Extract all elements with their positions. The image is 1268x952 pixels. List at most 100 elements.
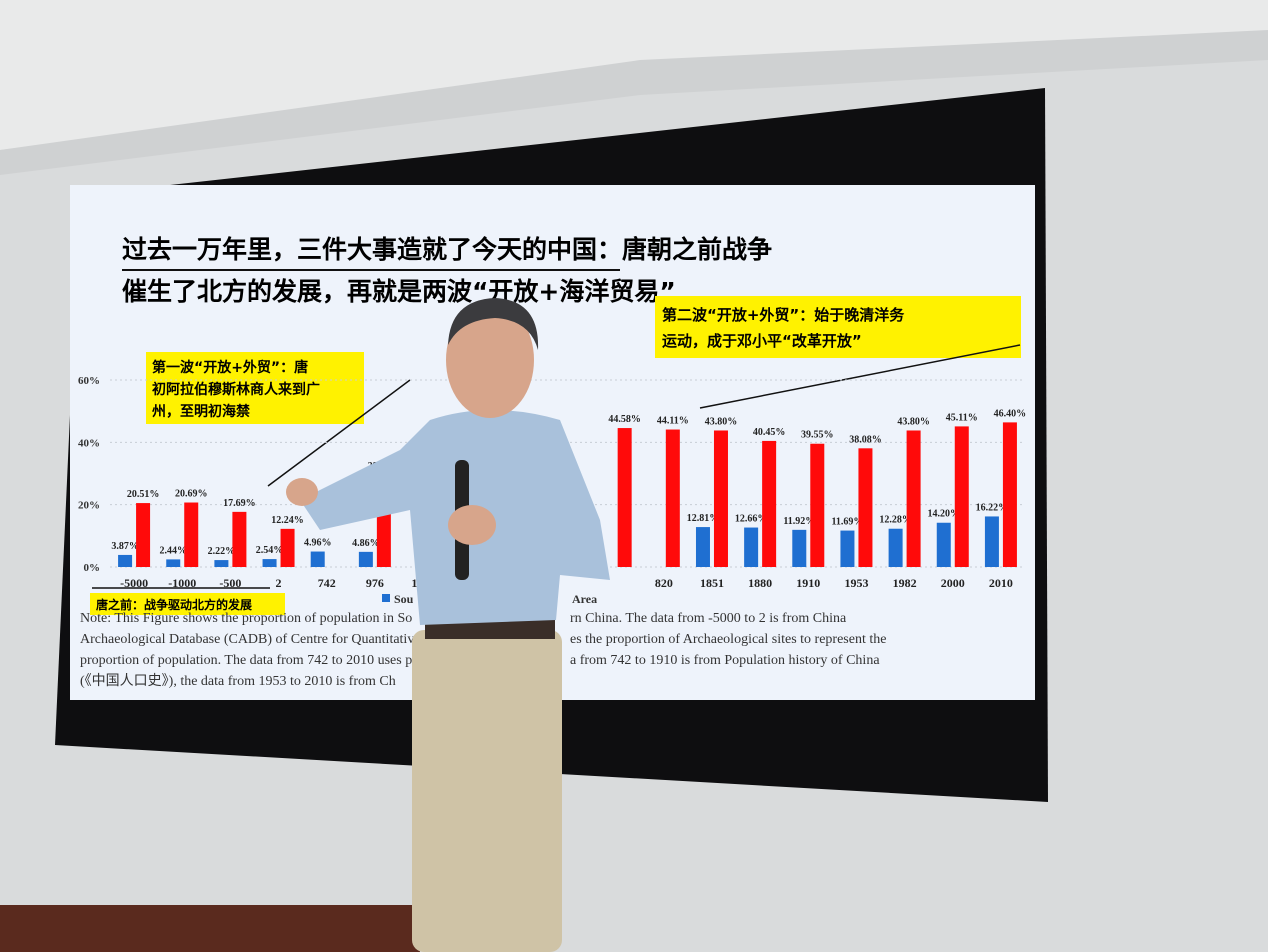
value-label: 17.69%	[223, 498, 256, 509]
note-text: (《中国人口史》), the data from 1953 to 2010 is…	[80, 673, 396, 689]
ceiling	[0, 0, 1268, 150]
x-tick-label: 976	[366, 576, 384, 590]
callout-text: 第二波“开放+外贸”：始于晚清洋务	[662, 306, 905, 324]
callout-text: 州，至明初海禁	[151, 403, 250, 420]
arrow	[699, 344, 1021, 409]
bar	[858, 448, 873, 567]
bar	[184, 502, 199, 567]
value-label: 4.86%	[352, 538, 380, 549]
x-tick-label: 1910	[796, 576, 820, 590]
bar	[840, 530, 855, 567]
value-label: 44.11%	[657, 416, 689, 427]
value-label: 12.28%	[879, 515, 912, 526]
bar	[954, 426, 969, 567]
callout-text: 唐之前：战争驱动北方的发展	[96, 597, 252, 612]
x-tick-label: 2010	[989, 576, 1013, 590]
value-label: 12.81%	[687, 513, 720, 524]
bar	[936, 522, 951, 567]
note-text: Note: This Figure shows the proportion o…	[80, 611, 412, 626]
legend-label: Area	[572, 592, 597, 606]
bar	[906, 430, 921, 567]
bar	[984, 516, 999, 567]
x-tick-label: -5000	[120, 576, 148, 590]
callout-text: 第一波“开放+外贸”：唐	[152, 359, 308, 376]
x-tick-label: 742	[318, 576, 336, 590]
value-label: 2.44%	[159, 545, 187, 556]
presenter	[286, 298, 610, 952]
bar	[280, 528, 295, 567]
value-label: 2.22%	[208, 546, 236, 557]
ceiling-edge	[0, 30, 1268, 175]
value-label: 39.55%	[801, 430, 834, 441]
slide-title: 过去一万年里，三件大事造就了今天的中国：唐朝之前战争	[122, 235, 772, 264]
bar	[713, 430, 728, 567]
bar	[792, 529, 807, 567]
value-label: 20.51%	[127, 489, 160, 500]
value-label: 43.80%	[897, 416, 930, 427]
value-label: 14.20%	[928, 509, 961, 520]
value-label: 44.58%	[608, 414, 641, 425]
value-label: 43.80%	[705, 416, 738, 427]
value-label: 11.69%	[831, 517, 863, 528]
bar	[1002, 422, 1017, 567]
note-text: proportion of population. The data from …	[80, 653, 412, 668]
note-text: es the proportion of Archaeological site…	[570, 632, 886, 647]
head	[446, 302, 534, 418]
bar	[762, 440, 777, 567]
bar	[214, 560, 229, 567]
x-tick-label: 2	[276, 576, 282, 590]
callout-box	[146, 352, 364, 424]
bar	[310, 551, 325, 567]
value-label: 4.96%	[304, 538, 332, 549]
bar	[358, 551, 373, 567]
bar	[232, 511, 247, 567]
bar	[118, 554, 133, 567]
x-tick-label: -1000	[168, 576, 196, 590]
y-tick-label: 40%	[78, 437, 100, 449]
x-tick-label: 1953	[844, 576, 868, 590]
value-label: 38.08%	[849, 434, 882, 445]
note-text: Archaeological Database (CADB) of Centre…	[80, 632, 414, 647]
hand	[448, 505, 496, 545]
x-tick-label: 1880	[748, 576, 772, 590]
legend-label: Sou	[394, 592, 414, 606]
trousers	[412, 630, 562, 952]
x-tick-label: 1851	[700, 576, 724, 590]
y-tick-label: 60%	[78, 375, 100, 387]
y-tick-label: 20%	[78, 500, 100, 512]
bar	[617, 428, 632, 567]
value-label: 3.87%	[111, 541, 139, 552]
value-label: 11.92%	[783, 516, 815, 527]
value-label: 40.45%	[753, 427, 786, 438]
callout-text: 运动，成于邓小平“改革开放”	[662, 332, 862, 350]
legend-swatch	[382, 594, 390, 602]
floor	[0, 905, 420, 952]
bar	[665, 429, 680, 567]
value-label: 46.40%	[994, 408, 1027, 419]
callout-box	[655, 296, 1021, 358]
value-label: 12.66%	[735, 514, 768, 525]
value-label: 2.54%	[256, 545, 284, 556]
slide-title: 催生了北方的发展，再就是两波“开放+海洋贸易”	[122, 277, 676, 306]
notes: Note: This Figure shows the proportion o…	[80, 611, 886, 689]
arrow	[267, 379, 411, 487]
value-label: 45.11%	[946, 412, 978, 423]
value-label: 20.69%	[175, 489, 208, 500]
x-tick-label: -500	[219, 576, 241, 590]
hand	[286, 478, 318, 506]
note-text: rn China. The data from -5000 to 2 is fr…	[570, 611, 847, 626]
hair	[448, 298, 539, 350]
value-label: 16.22%	[976, 502, 1009, 513]
bar	[262, 559, 277, 567]
x-tick-label: 1982	[893, 576, 917, 590]
bar	[166, 559, 181, 567]
bar	[695, 527, 710, 567]
note-text: a from 742 to 1910 is from Population hi…	[570, 653, 880, 668]
y-tick-label: 0%	[84, 562, 101, 574]
x-tick-label: 820	[655, 576, 673, 590]
bar	[744, 527, 759, 567]
callout-text: 初阿拉伯穆斯林商人来到广	[152, 381, 320, 398]
value-label: 12.24%	[271, 515, 304, 526]
bar	[888, 528, 903, 567]
